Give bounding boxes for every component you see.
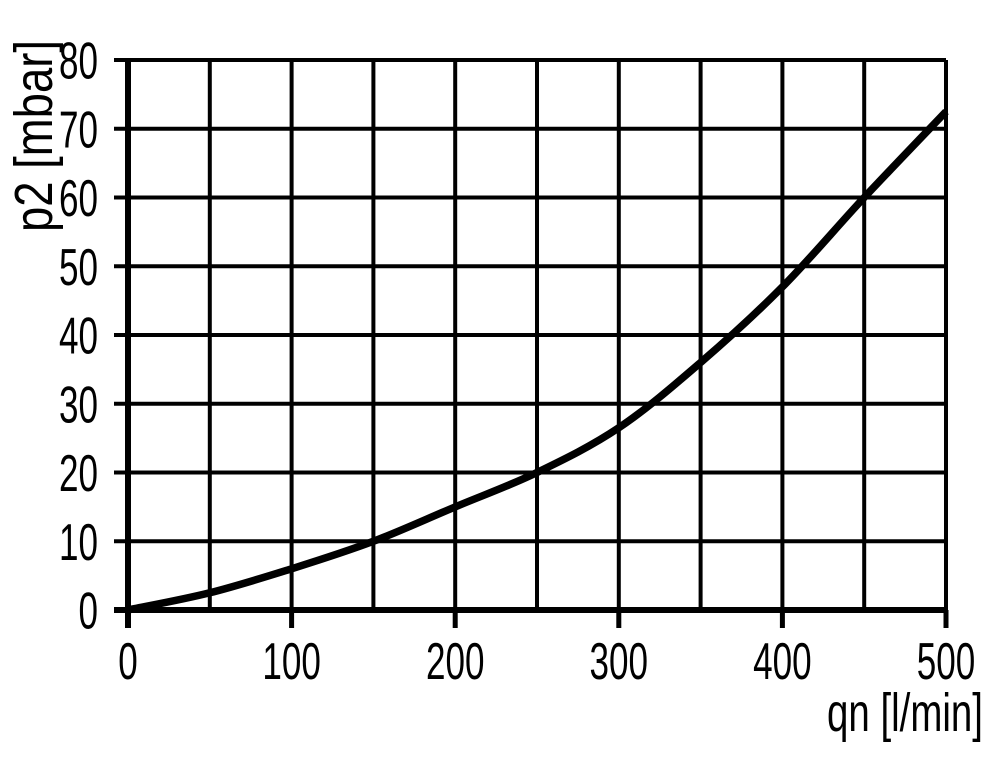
y-tick-label: 50	[59, 239, 98, 297]
tick-labels: 0 10 20 30 40 50 60 70 80 0 100 200 300 400 500	[59, 33, 975, 692]
y-tick-label: 80	[59, 33, 98, 91]
x-tick-label: 100	[262, 633, 321, 691]
y-tick-label: 30	[59, 376, 98, 434]
axis-ticks	[125, 610, 949, 628]
x-tick-label: 0	[118, 633, 138, 691]
x-axis-label: qn [l/min]	[827, 683, 983, 743]
y-tick-label: 70	[59, 101, 98, 159]
data-curve	[127, 109, 949, 614]
y-tick-label: 0	[79, 583, 99, 641]
grid	[114, 58, 948, 628]
y-tick-label: 60	[59, 170, 98, 228]
y-tick-label: 40	[59, 308, 98, 366]
x-tick-label: 200	[426, 633, 485, 691]
x-tick-label: 500	[917, 633, 976, 691]
x-tick-label: 300	[590, 633, 649, 691]
y-axis-label: p2 [mbar]	[4, 40, 64, 232]
x-tick-label: 400	[753, 633, 812, 691]
y-tick-label: 20	[59, 445, 98, 503]
y-tick-label: 10	[59, 514, 98, 572]
